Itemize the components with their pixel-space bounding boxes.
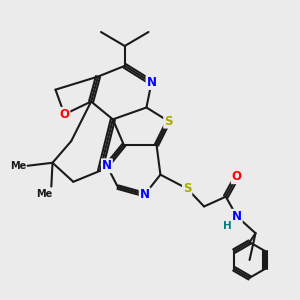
Text: S: S <box>183 182 191 195</box>
Text: N: N <box>102 159 112 172</box>
Text: S: S <box>164 115 173 128</box>
Text: N: N <box>146 76 157 89</box>
Text: Me: Me <box>10 161 26 171</box>
Text: H: H <box>224 221 232 231</box>
Text: O: O <box>232 170 242 183</box>
Text: Me: Me <box>36 189 52 199</box>
Text: N: N <box>140 188 150 201</box>
Text: N: N <box>232 210 242 223</box>
Text: O: O <box>59 108 69 121</box>
